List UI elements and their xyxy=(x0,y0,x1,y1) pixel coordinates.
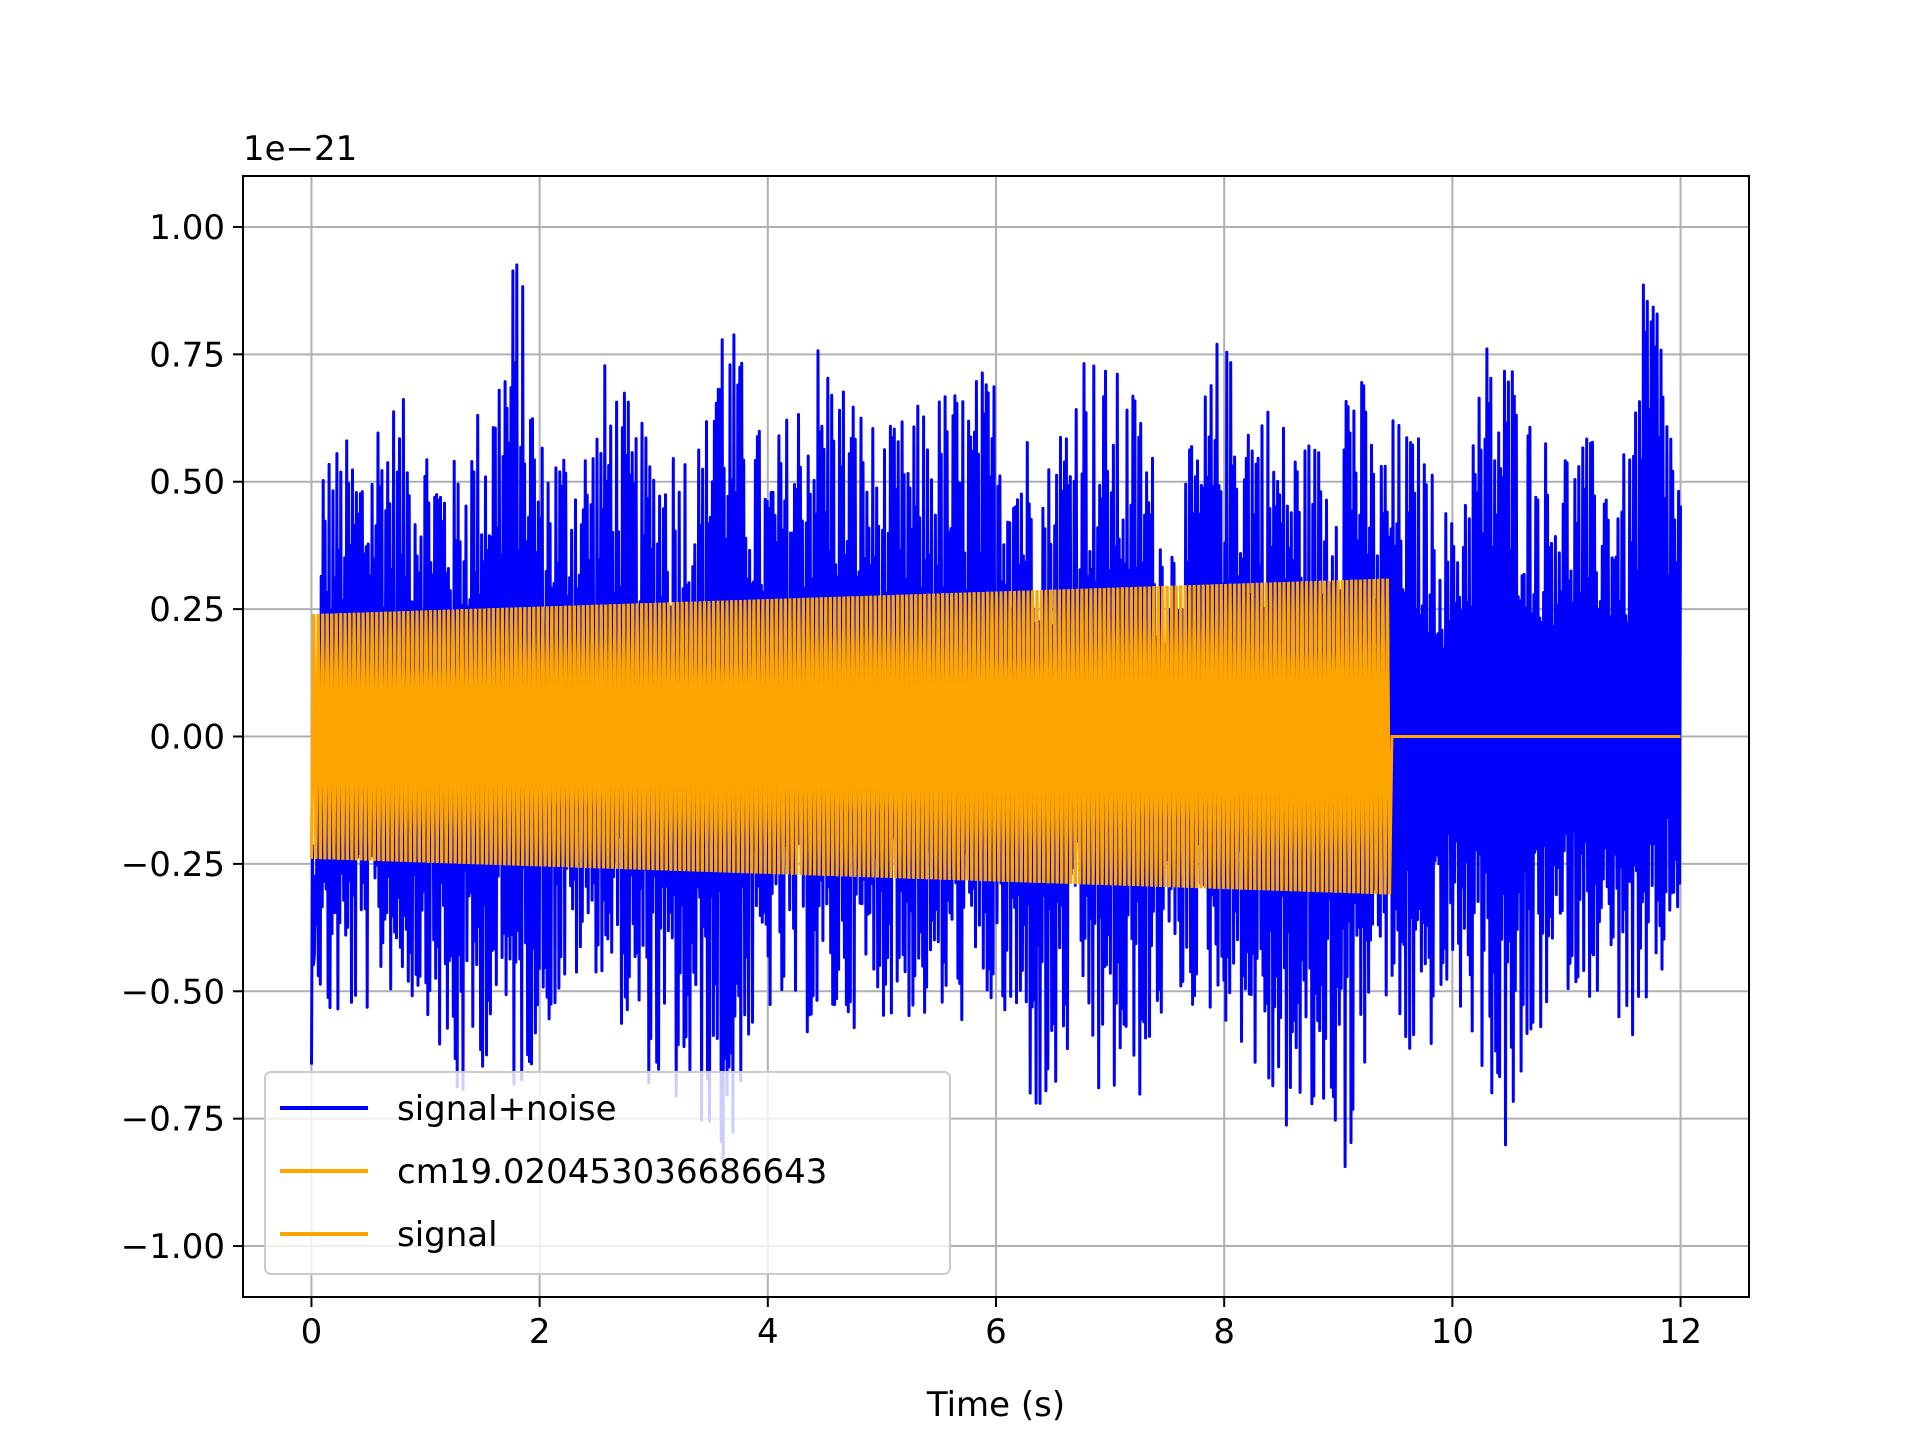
x-tick-label: 10 xyxy=(1431,1312,1474,1352)
y-tick-label: 0.25 xyxy=(149,590,225,630)
y-tick-label: 0.75 xyxy=(149,335,225,375)
legend-label-signal: signal xyxy=(397,1215,498,1255)
legend-label-cm: cm19.020453036686643 xyxy=(397,1152,827,1192)
x-tick-label: 6 xyxy=(985,1312,1007,1352)
x-tick-label: 8 xyxy=(1213,1312,1235,1352)
legend-box xyxy=(264,1071,951,1275)
y-tick-label: 0.00 xyxy=(149,718,225,758)
series-line-signal xyxy=(310,578,1681,895)
y-tick-label: 1.00 xyxy=(149,208,225,248)
x-tick-label: 2 xyxy=(529,1312,551,1352)
x-tick-label: 12 xyxy=(1659,1312,1702,1352)
legend-label-signal-noise: signal+noise xyxy=(397,1089,617,1129)
legend: signal+noise cm19.020453036686643 signal xyxy=(264,1071,951,1275)
y-tick-label: −0.25 xyxy=(121,845,225,885)
series-layer xyxy=(310,263,1682,1169)
y-tick-label: −0.50 xyxy=(121,972,225,1012)
x-axis-label: Time (s) xyxy=(926,1385,1065,1425)
ticks: 0 2 4 6 8 10 12 1.00 0.75 0.50 0.25 0.00 −0.25 −0.50 −… xyxy=(121,208,1702,1352)
x-tick-label: 4 xyxy=(757,1312,779,1352)
y-offset-label: 1e−21 xyxy=(243,129,357,169)
x-tick-label: 0 xyxy=(301,1312,323,1352)
y-tick-label: −0.75 xyxy=(121,1100,225,1140)
y-tick-label: −1.00 xyxy=(121,1227,225,1267)
y-tick-label: 0.50 xyxy=(149,463,225,503)
